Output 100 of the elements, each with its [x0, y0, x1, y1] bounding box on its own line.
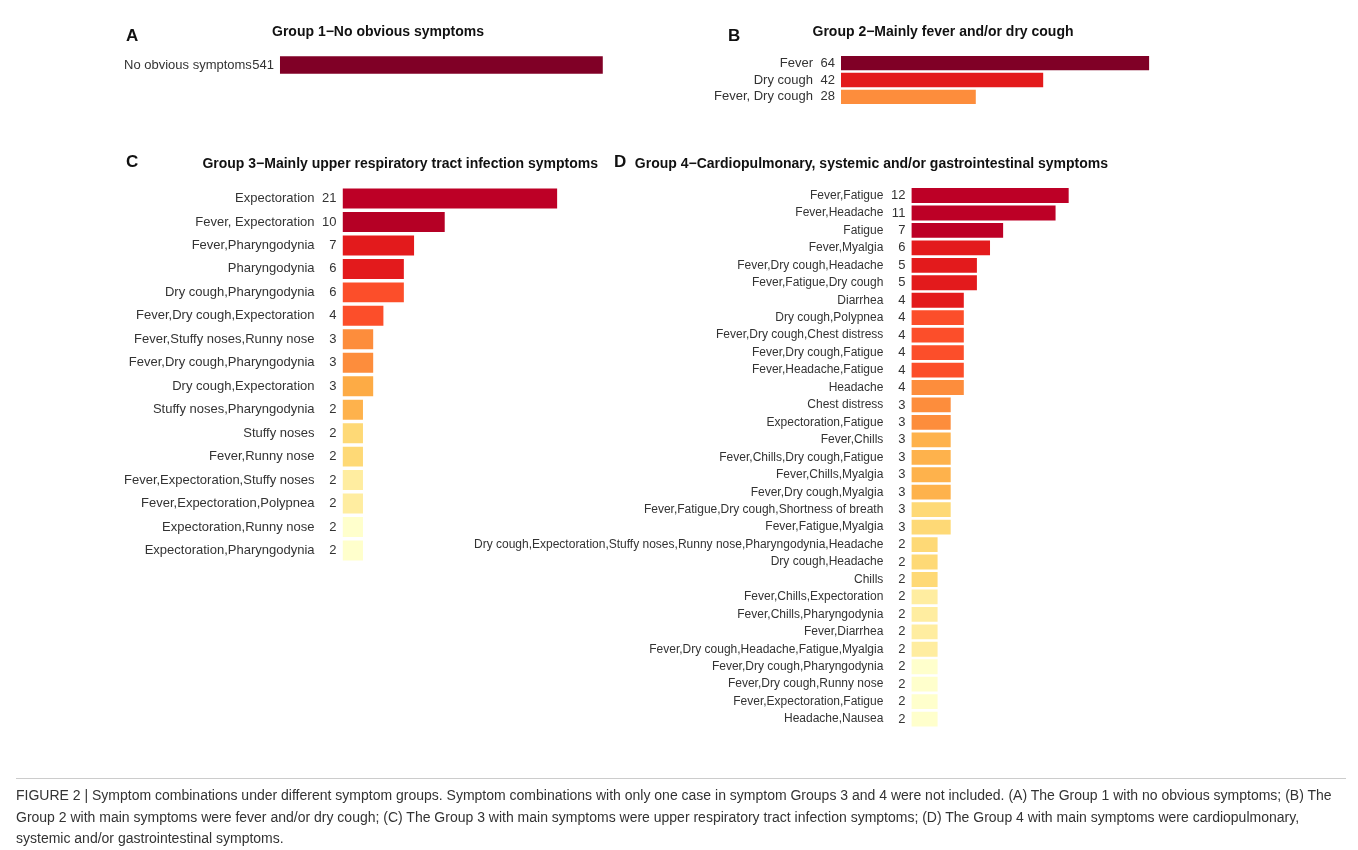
- data-label: 3: [898, 501, 906, 517]
- y-tick-label: Fever,Dry cough,Pharyngodynia: [128, 354, 316, 370]
- bar: [911, 188, 1069, 203]
- data-label: 2: [329, 424, 337, 440]
- bar: [342, 329, 374, 350]
- data-label: 3: [898, 396, 906, 412]
- y-tick-label: Fever,Chills,Pharyngodynia: [737, 606, 884, 621]
- bar: [911, 327, 964, 343]
- y-tick-label: Fever,Dry cough,Chest distress: [715, 327, 884, 342]
- data-label: 2: [898, 623, 906, 639]
- y-tick-label: Fever,Dry cough,Expectoration: [136, 307, 315, 323]
- bar: [342, 258, 404, 279]
- bar: [911, 606, 938, 622]
- bar: [911, 275, 977, 291]
- y-tick-label: Fever,Headache: [795, 205, 884, 220]
- data-label: 2: [329, 401, 337, 417]
- y-tick-label: Expectoration,Runny nose: [162, 518, 315, 534]
- data-label: 2: [329, 542, 337, 558]
- y-tick-label: Fever,Dry cough,Runny nose: [727, 676, 884, 691]
- bar: [342, 446, 363, 467]
- bar: [911, 345, 964, 361]
- data-label: 2: [898, 588, 906, 604]
- bar: [911, 711, 938, 727]
- y-tick-label: Fever,Expectoration,Polypnea: [141, 495, 316, 511]
- data-label: 6: [898, 239, 906, 255]
- bar: [911, 484, 951, 500]
- data-label: 4: [898, 361, 906, 377]
- y-tick-label: Pharyngodynia: [227, 260, 316, 276]
- data-label: 2: [898, 605, 906, 621]
- y-tick-label: Fever, Dry cough: [713, 88, 813, 104]
- data-label: 4: [898, 309, 906, 325]
- data-label: 2: [329, 471, 337, 487]
- y-tick-label: Fever,Fatigue: [809, 187, 884, 202]
- y-tick-label: Fever,Fatigue,Dry cough: [751, 275, 884, 290]
- data-label: 3: [898, 483, 906, 499]
- y-tick-label: Fatigue: [843, 222, 884, 237]
- data-label: 3: [898, 518, 906, 534]
- y-tick-label: Fever,Headache,Fatigue: [751, 362, 884, 377]
- data-label: 2: [898, 675, 906, 691]
- bar: [911, 641, 938, 657]
- y-tick-label: Chest distress: [807, 397, 884, 412]
- chart-title: Group 1−No obvious symptoms: [272, 23, 485, 40]
- data-label: 3: [898, 448, 906, 464]
- bar: [911, 432, 951, 448]
- bar: [911, 519, 951, 535]
- data-label: 3: [329, 377, 337, 393]
- y-tick-label: Dry cough,Pharyngodynia: [164, 283, 316, 299]
- bar: [911, 537, 938, 552]
- bar: [911, 257, 977, 273]
- bar: [342, 212, 445, 232]
- bar: [342, 540, 363, 561]
- bar: [342, 376, 374, 397]
- bar: [911, 589, 938, 605]
- bar: [911, 223, 1004, 238]
- y-tick-label: Fever,Pharyngodynia: [191, 237, 316, 253]
- y-tick-label: Fever,Chills,Expectoration: [743, 589, 884, 604]
- y-tick-label: Dry cough,Headache: [770, 554, 884, 569]
- bar: [911, 624, 938, 640]
- data-label: 2: [898, 571, 906, 587]
- data-label: 4: [898, 291, 906, 307]
- y-tick-label: Fever: [779, 54, 814, 70]
- bar: [911, 205, 1056, 221]
- y-tick-label: Expectoration,Pharyngodynia: [144, 542, 316, 558]
- text: A: [126, 26, 139, 46]
- y-tick-label: Fever,Dry cough,Myalgia: [750, 484, 884, 499]
- bar: [911, 676, 938, 692]
- data-label: 3: [898, 466, 906, 482]
- bar: [911, 659, 938, 675]
- bar: [342, 188, 558, 209]
- data-label: 4: [898, 344, 906, 360]
- bar: [342, 517, 363, 537]
- bar: [342, 282, 404, 303]
- bar: [342, 423, 363, 444]
- y-tick-label: Fever,Expectoration,Stuffy noses: [124, 471, 316, 487]
- data-label: 4: [898, 379, 906, 395]
- data-label: 5: [898, 274, 906, 290]
- bar: [342, 493, 363, 514]
- y-tick-label: Fever,Dry cough,Pharyngodynia: [711, 659, 884, 674]
- text: D: [614, 152, 627, 172]
- bar: [911, 414, 951, 430]
- chart-title: Group 2−Mainly fever and/or dry cough: [812, 23, 1074, 40]
- y-tick-label: Dry cough,Expectoration: [172, 377, 315, 393]
- y-tick-label: Dry cough: [753, 71, 813, 87]
- data-label: 2: [898, 536, 906, 552]
- bar: [911, 449, 951, 465]
- data-label: 3: [329, 354, 337, 370]
- data-label: 2: [329, 495, 337, 511]
- data-label: 21: [322, 190, 337, 206]
- y-tick-label: Fever,Diarrhea: [803, 624, 884, 639]
- chart-title: Group 4−Cardiopulmonary, systemic and/or gastrointestinal symptoms: [634, 155, 1109, 172]
- bar: [911, 572, 938, 587]
- data-label: 2: [898, 553, 906, 569]
- data-label: 2: [329, 518, 337, 534]
- y-tick-label: Fever,Chills,Myalgia: [775, 467, 884, 482]
- bar: [911, 502, 951, 518]
- data-label: 28: [820, 88, 835, 104]
- y-tick-label: Fever,Myalgia: [808, 240, 884, 255]
- y-tick-label: Expectoration,Fatigue: [766, 414, 884, 429]
- data-label: 3: [898, 431, 906, 447]
- data-label: 6: [329, 283, 337, 299]
